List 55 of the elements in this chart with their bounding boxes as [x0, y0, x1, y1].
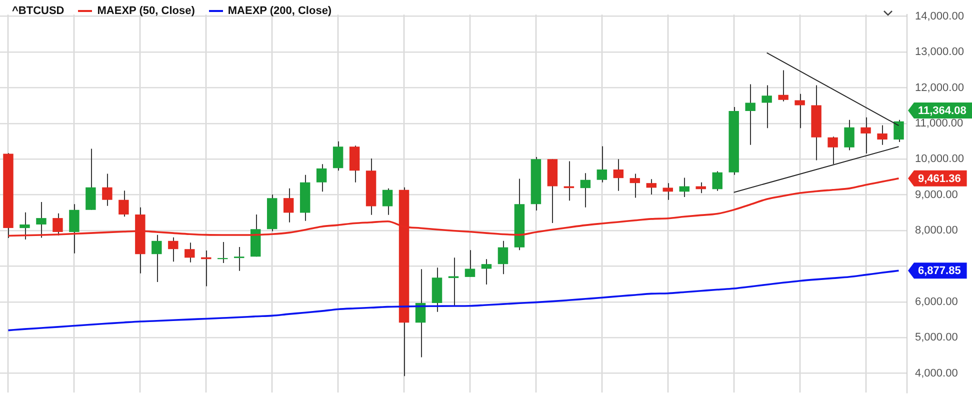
y-tick-label: 14,000.00: [915, 10, 964, 22]
y-tick-label: 12,000.00: [915, 82, 964, 94]
candlestick: [877, 124, 888, 146]
candlestick: [580, 172, 591, 208]
y-tick-label: 11,000.00: [915, 118, 964, 130]
y-tick-label: 10,000.00: [915, 153, 964, 166]
y-tick-label: 6,000.00: [915, 296, 958, 308]
candlestick: [745, 84, 756, 146]
candlestick: [448, 257, 459, 306]
candlestick: [36, 201, 46, 238]
y-tick-label: 13,000.00: [915, 46, 964, 58]
candlestick: [613, 158, 624, 192]
chart-title: ^BTCUSD: [12, 5, 64, 17]
candlestick: [283, 188, 294, 223]
candlestick: [498, 240, 508, 275]
y-tick-label: 4,000.00: [915, 367, 958, 380]
legend-label: MAEXP (50, Close): [96, 5, 195, 17]
candlestick: [349, 145, 360, 183]
candlestick: [464, 250, 476, 278]
candlestick: [662, 182, 673, 200]
candlestick: [102, 173, 112, 206]
candlestick: [415, 268, 426, 358]
candlestick: [382, 188, 393, 216]
candlestick: [20, 212, 30, 240]
candlestick: [844, 119, 854, 151]
candlestick: [778, 70, 788, 102]
candlestick: [118, 190, 129, 218]
y-tick-label: 9,000.00: [915, 188, 958, 201]
data-label: 6,877.85: [918, 265, 961, 278]
candlestick: [646, 178, 657, 195]
candlestick: [69, 204, 80, 254]
candlestick: [168, 236, 178, 262]
candlestick: [596, 146, 608, 183]
candlestick: [332, 140, 344, 172]
line-series: [7, 270, 900, 332]
candlestick: [316, 164, 327, 192]
candlestick: [860, 116, 871, 154]
candlestick: [184, 242, 195, 263]
candlestick: [630, 173, 640, 198]
candlestick: [794, 93, 805, 129]
candlestick: [218, 241, 228, 264]
candlestick: [152, 234, 162, 282]
y-tick-label: 5,000.00: [915, 332, 958, 344]
candlestick: [679, 177, 690, 198]
candlestick: [762, 84, 772, 129]
candlestick: [828, 136, 838, 165]
candlestick: [712, 170, 722, 192]
y-tick-label: 8,000.00: [915, 224, 958, 237]
legend-label: MAEXP (200, Close): [226, 5, 332, 17]
text: 11,364.08: [918, 105, 966, 118]
candlestick: [894, 119, 904, 143]
candlestick: [234, 246, 244, 272]
candlestick: [86, 148, 96, 210]
data-label: 9,461.36: [918, 172, 961, 185]
candlestick: [481, 258, 492, 285]
